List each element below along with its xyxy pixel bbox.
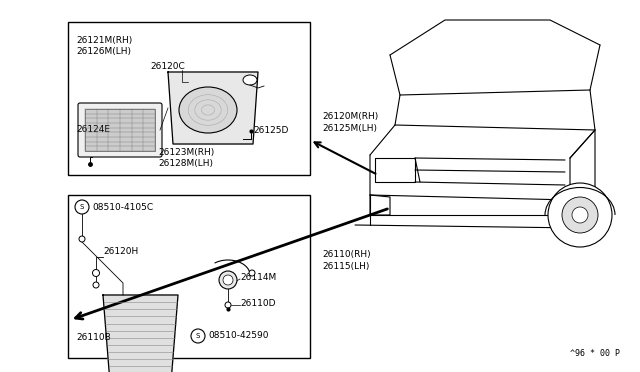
Bar [68, 195, 310, 358]
Circle shape [249, 270, 255, 276]
Text: 26125M(LH): 26125M(LH) [322, 124, 377, 133]
Text: 08510-4105C: 08510-4105C [92, 202, 153, 212]
Text: 26125D: 26125D [253, 126, 289, 135]
Text: 26120C: 26120C [150, 62, 185, 71]
Ellipse shape [179, 87, 237, 133]
Text: 26110B: 26110B [76, 333, 111, 342]
Circle shape [219, 271, 237, 289]
Circle shape [572, 207, 588, 223]
Circle shape [223, 275, 233, 285]
Text: 26114M: 26114M [240, 273, 276, 282]
Circle shape [225, 302, 231, 308]
Circle shape [562, 197, 598, 233]
Text: 08510-42590: 08510-42590 [208, 331, 269, 340]
Text: S: S [80, 204, 84, 210]
Polygon shape [103, 295, 178, 372]
Text: 26110(RH): 26110(RH) [322, 250, 371, 259]
Text: 26121M(RH): 26121M(RH) [76, 36, 132, 45]
Text: 26115(LH): 26115(LH) [322, 262, 369, 271]
Text: S: S [196, 333, 200, 339]
Circle shape [75, 200, 89, 214]
Circle shape [93, 269, 99, 276]
Text: 26110D: 26110D [240, 298, 275, 308]
Text: 26120M(RH): 26120M(RH) [322, 112, 378, 121]
Polygon shape [168, 72, 258, 144]
Circle shape [79, 236, 85, 242]
Ellipse shape [243, 75, 257, 85]
Text: ^96 * 00 P: ^96 * 00 P [570, 349, 620, 358]
Text: 26124E: 26124E [76, 125, 110, 134]
Bar [85, 109, 155, 151]
FancyBboxPatch shape [78, 103, 162, 157]
Bar [68, 22, 310, 175]
Circle shape [548, 183, 612, 247]
Text: 26123M(RH): 26123M(RH) [158, 148, 214, 157]
Text: 26126M(LH): 26126M(LH) [76, 47, 131, 56]
Text: 26120H: 26120H [103, 247, 138, 256]
Text: 26128M(LH): 26128M(LH) [158, 159, 213, 168]
Circle shape [93, 282, 99, 288]
Circle shape [191, 329, 205, 343]
